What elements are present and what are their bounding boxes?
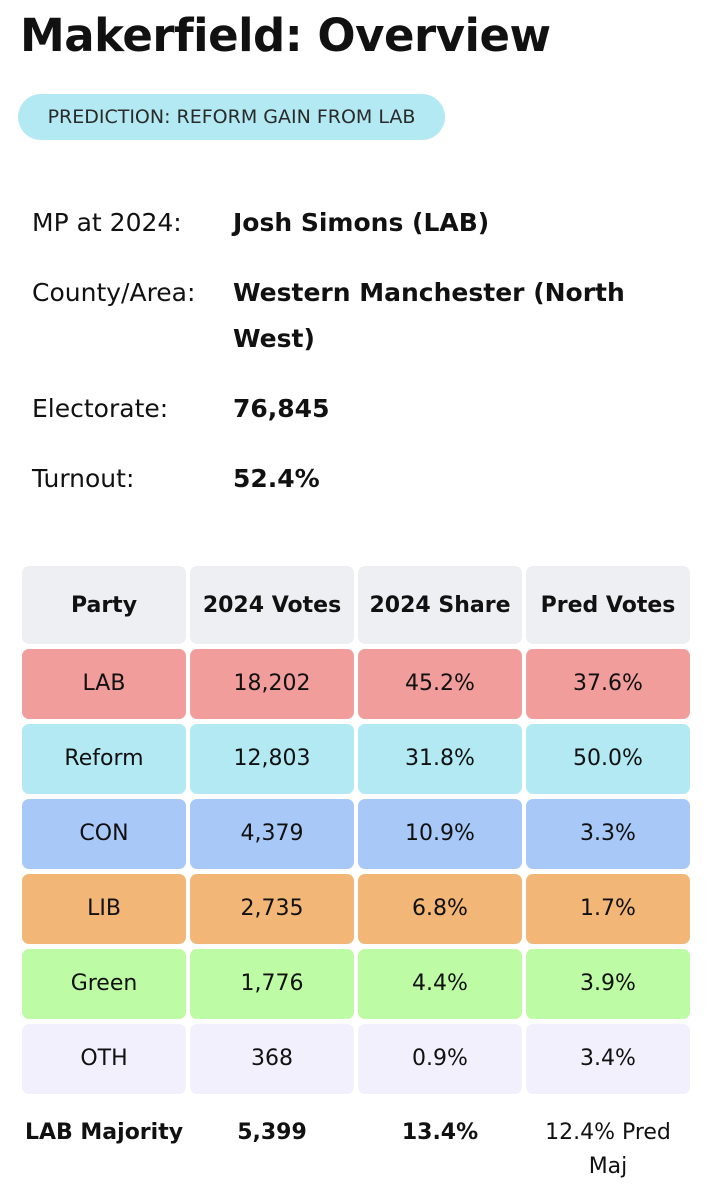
cell-party: OTH bbox=[22, 1024, 186, 1094]
predicted-majority: 12.4% Pred Maj bbox=[545, 1120, 671, 1179]
cell-votes: 18,202 bbox=[190, 649, 354, 719]
cell-share: 0.9% bbox=[358, 1024, 522, 1094]
cell-pred: 1.7% bbox=[526, 874, 690, 944]
cell-party: CON bbox=[22, 799, 186, 869]
page-title: Makerfield: Overview bbox=[20, 9, 551, 62]
cell-share: 10.9% bbox=[358, 799, 522, 869]
majority-share: 13.4% bbox=[401, 1120, 479, 1145]
info-value: Josh Simons (LAB) bbox=[233, 208, 490, 237]
cell-votes: 368 bbox=[190, 1024, 354, 1094]
cell-party: LIB bbox=[22, 874, 186, 944]
cell-share: 45.2% bbox=[358, 649, 522, 719]
header-2024-share: 2024 Share bbox=[358, 566, 522, 644]
info-value: Western Manchester (North West) bbox=[233, 278, 625, 353]
cell-share: 6.8% bbox=[358, 874, 522, 944]
cell-votes: 1,776 bbox=[190, 949, 354, 1019]
cell-pred: 3.3% bbox=[526, 799, 690, 869]
cell-party: Green bbox=[22, 949, 186, 1019]
majority-votes: 5,399 bbox=[237, 1120, 307, 1145]
cell-pred: 50.0% bbox=[526, 724, 690, 794]
cell-party: Reform bbox=[22, 724, 186, 794]
header-2024-votes: 2024 Votes bbox=[190, 566, 354, 644]
info-label: Turnout: bbox=[32, 464, 135, 493]
cell-share: 4.4% bbox=[358, 949, 522, 1019]
header-party: Party bbox=[22, 566, 186, 644]
cell-votes: 12,803 bbox=[190, 724, 354, 794]
cell-pred: 3.9% bbox=[526, 949, 690, 1019]
info-label: MP at 2024: bbox=[32, 208, 182, 237]
header-pred-votes: Pred Votes bbox=[526, 566, 690, 644]
cell-pred: 37.6% bbox=[526, 649, 690, 719]
majority-label: LAB Majority bbox=[24, 1120, 184, 1145]
cell-party: LAB bbox=[22, 649, 186, 719]
cell-share: 31.8% bbox=[358, 724, 522, 794]
info-value: 76,845 bbox=[233, 394, 330, 423]
cell-votes: 2,735 bbox=[190, 874, 354, 944]
info-value: 52.4% bbox=[233, 464, 320, 493]
info-label: Electorate: bbox=[32, 394, 169, 423]
info-label: County/Area: bbox=[32, 278, 196, 307]
prediction-badge: PREDICTION: REFORM GAIN FROM LAB bbox=[18, 94, 445, 140]
cell-votes: 4,379 bbox=[190, 799, 354, 869]
cell-pred: 3.4% bbox=[526, 1024, 690, 1094]
